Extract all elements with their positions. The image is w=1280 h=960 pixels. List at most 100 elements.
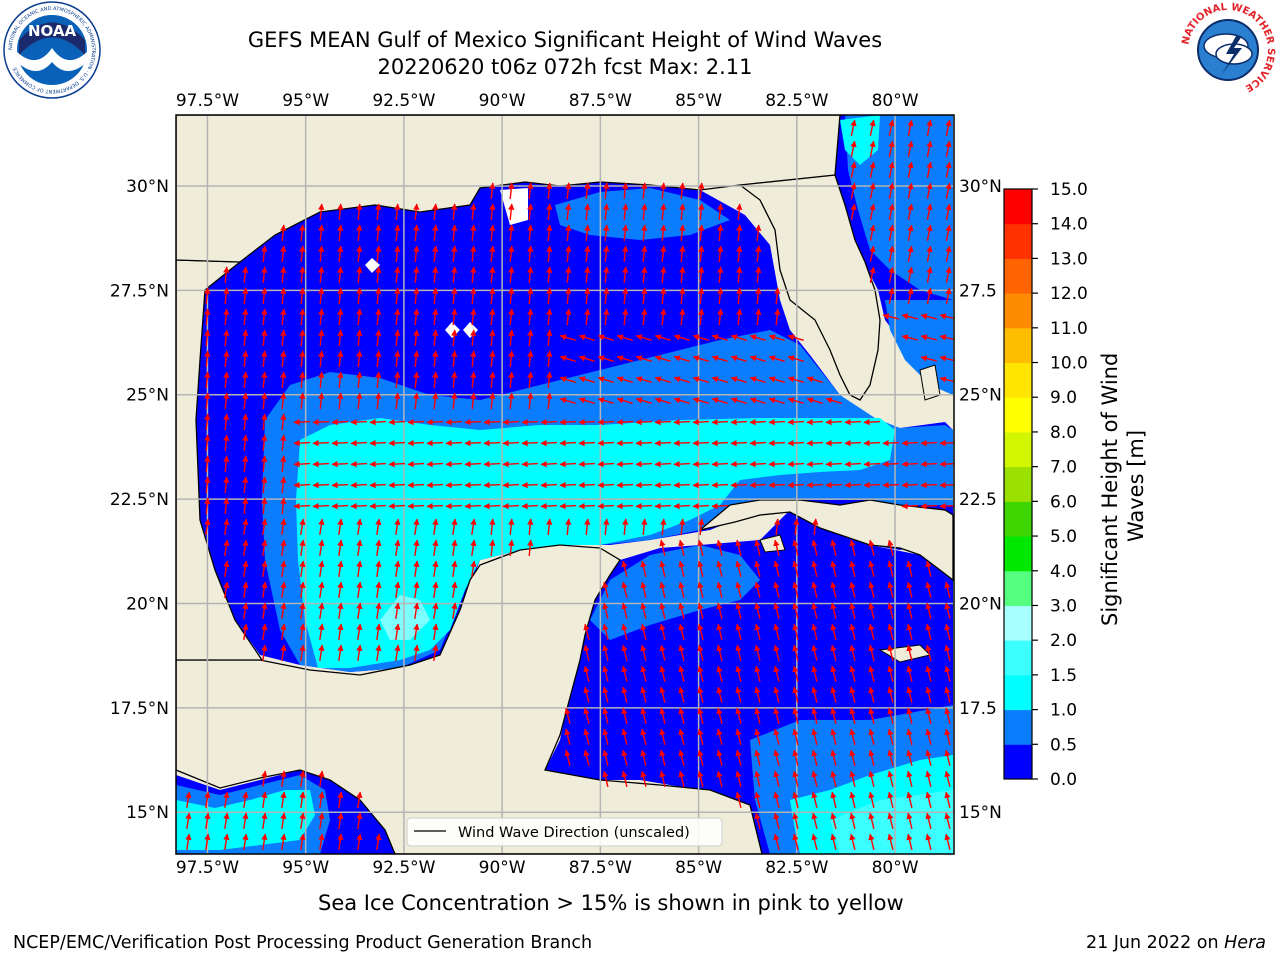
wave-direction-arrow	[502, 481, 520, 489]
wave-direction-arrow	[621, 602, 628, 619]
wave-direction-arrow	[318, 812, 325, 830]
wave-direction-arrow	[849, 812, 856, 829]
wave-direction-arrow	[597, 481, 615, 489]
wave-direction-arrow	[787, 481, 805, 489]
wave-direction-arrow	[755, 308, 762, 326]
lon-tick-label-bottom: 87.5°W	[569, 858, 632, 878]
wave-direction-arrow	[944, 665, 951, 682]
wave-direction-arrow	[413, 560, 420, 578]
wave-direction-arrow	[774, 308, 781, 326]
colorbar-swatch	[1004, 189, 1032, 225]
wave-direction-arrow	[470, 392, 477, 410]
wave-direction-arrow	[451, 266, 458, 284]
wave-direction-arrow	[432, 245, 439, 263]
wave-direction-arrow	[660, 245, 667, 263]
wave-direction-arrow	[602, 644, 609, 661]
wave-direction-arrow	[882, 460, 900, 468]
wave-direction-arrow	[787, 418, 805, 426]
wave-direction-arrow	[261, 455, 268, 473]
wave-direction-arrow	[925, 581, 932, 598]
wave-direction-arrow	[659, 602, 666, 619]
wave-direction-arrow	[280, 623, 287, 641]
lon-tick-label-bottom: 92.5°W	[372, 858, 435, 878]
wave-direction-arrow	[565, 224, 572, 242]
wave-direction-arrow	[844, 460, 862, 468]
wave-direction-arrow	[787, 397, 804, 404]
wave-direction-arrow	[792, 665, 799, 682]
wave-direction-arrow	[939, 355, 954, 362]
wave-direction-arrow	[242, 329, 249, 347]
wave-direction-arrow	[654, 334, 671, 341]
wave-direction-arrow	[578, 355, 595, 362]
wave-direction-arrow	[565, 518, 572, 536]
wave-band-medium-north	[555, 188, 730, 240]
wave-direction-arrow	[223, 266, 230, 284]
wave-direction-arrow	[622, 287, 629, 305]
wave-direction-arrow	[697, 602, 704, 619]
wave-direction-arrow	[578, 397, 595, 404]
wave-direction-arrow	[830, 623, 837, 640]
wave-direction-arrow	[356, 623, 363, 641]
wave-direction-arrow	[692, 439, 710, 447]
wave-direction-arrow	[508, 245, 515, 263]
colorbar-swatch	[1004, 293, 1032, 329]
wave-direction-arrow	[678, 749, 685, 766]
wave-direction-arrow	[907, 119, 914, 136]
wave-direction-arrow	[622, 224, 629, 242]
wave-direction-arrow	[755, 287, 762, 305]
wave-direction-arrow	[546, 203, 553, 221]
wave-direction-arrow	[242, 287, 249, 305]
wave-direction-arrow	[394, 539, 401, 557]
wave-direction-arrow	[811, 791, 818, 808]
wave-direction-arrow	[716, 707, 723, 724]
wave-direction-arrow	[299, 791, 306, 809]
wave-direction-arrow	[426, 460, 444, 468]
lon-tick-label-bottom: 82.5°W	[765, 858, 828, 878]
wave-direction-arrow	[792, 560, 799, 577]
wave-direction-arrow	[602, 686, 609, 703]
wave-direction-arrow	[356, 266, 363, 284]
wave-direction-arrow	[508, 518, 515, 536]
wave-direction-arrow	[887, 707, 894, 724]
wave-direction-arrow	[261, 371, 268, 389]
wave-direction-arrow	[641, 203, 648, 221]
wave-direction-arrow	[489, 518, 496, 536]
wave-direction-arrow	[223, 581, 230, 599]
lat-tick-label-right: 25°N	[959, 386, 1002, 406]
wave-direction-arrow	[735, 539, 742, 556]
wave-direction-arrow	[464, 439, 482, 447]
wave-direction-arrow	[356, 224, 363, 242]
wave-direction-arrow	[717, 266, 724, 284]
lon-tick-label-top: 80°W	[872, 91, 919, 111]
wave-direction-arrow	[660, 287, 667, 305]
wave-direction-arrow	[597, 418, 615, 426]
wave-direction-arrow	[711, 418, 729, 426]
wave-direction-arrow	[318, 350, 325, 368]
wave-direction-arrow	[730, 334, 747, 341]
wave-direction-arrow	[825, 439, 843, 447]
wave-direction-arrow	[261, 413, 268, 431]
wave-direction-arrow	[583, 707, 590, 724]
wave-direction-arrow	[830, 560, 837, 577]
wave-direction-arrow	[223, 413, 230, 431]
wave-direction-arrow	[413, 518, 420, 536]
wave-direction-arrow	[483, 502, 501, 510]
wave-direction-arrow	[736, 266, 743, 284]
colorbar-swatch	[1004, 605, 1032, 641]
wave-direction-arrow	[489, 371, 496, 389]
wave-direction-arrow	[926, 224, 933, 241]
wave-direction-arrow	[261, 245, 268, 263]
wave-direction-arrow	[944, 707, 951, 724]
wave-direction-arrow	[508, 287, 515, 305]
wave-direction-arrow	[470, 560, 477, 578]
wave-direction-arrow	[697, 581, 704, 598]
wave-direction-arrow	[920, 502, 938, 510]
wave-direction-arrow	[261, 518, 268, 536]
wave-direction-arrow	[641, 287, 648, 305]
wave-direction-arrow	[470, 245, 477, 263]
wave-direction-arrow	[445, 418, 463, 426]
wave-direction-arrow	[659, 623, 666, 640]
wave-direction-arrow	[318, 245, 325, 263]
wave-direction-arrow	[602, 665, 609, 682]
wave-direction-arrow	[280, 413, 287, 431]
